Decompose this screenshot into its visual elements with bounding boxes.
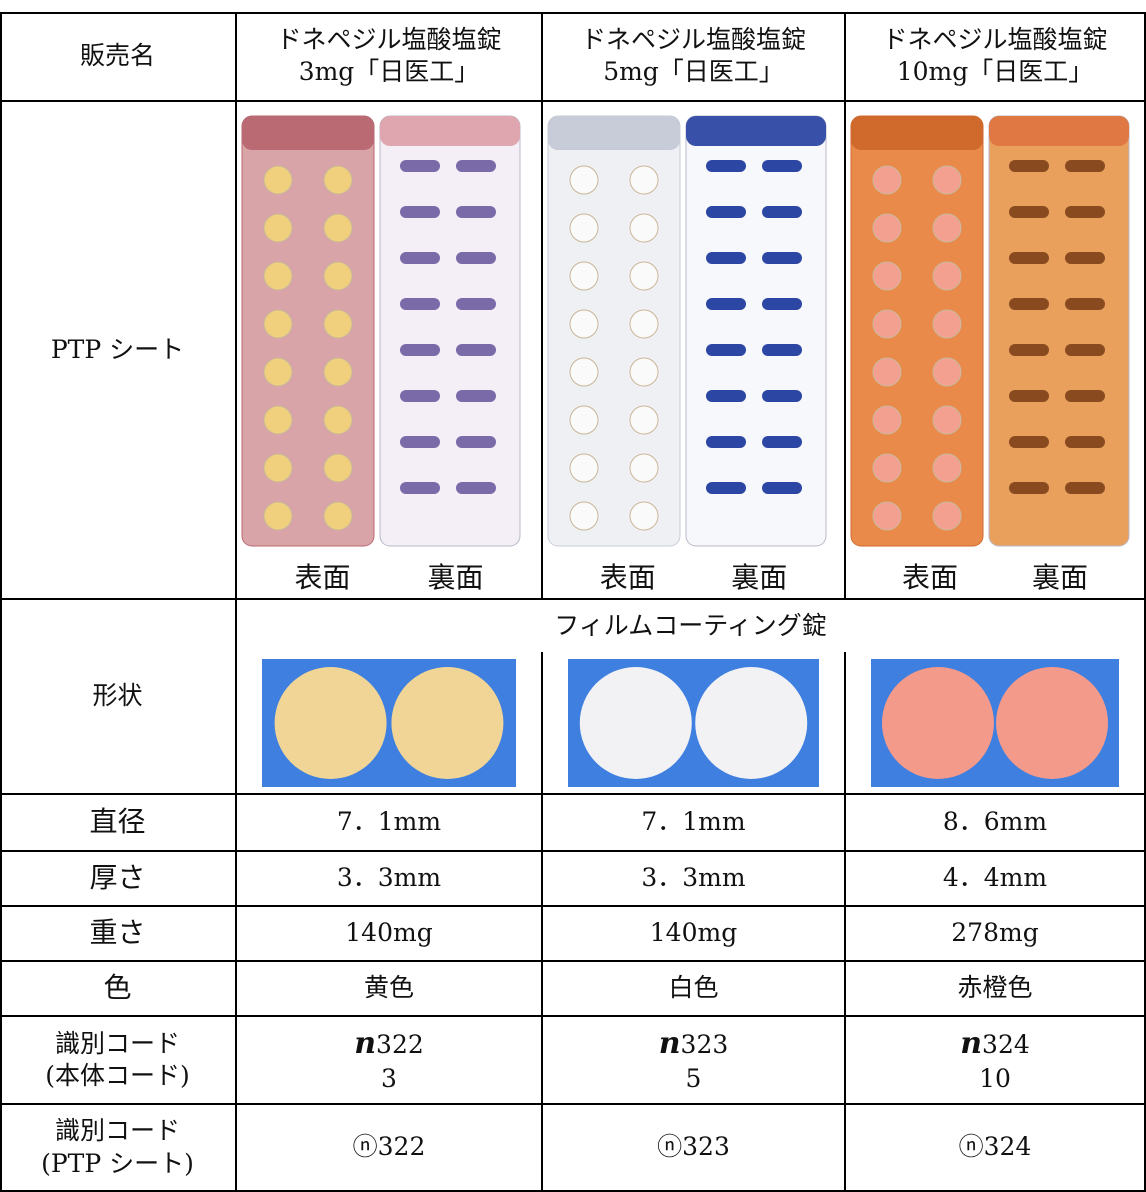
row-value-cell: 3．3mm [543, 852, 846, 907]
row-value-cell: 7．1mm [237, 795, 543, 852]
code-ptp-label: 識別コード [54, 1116, 180, 1145]
row-value: 白色 [668, 973, 719, 1003]
row-value: 赤橙色 [957, 973, 1033, 1003]
code-ptp-sublabel: (PTP シート) [41, 1148, 194, 1178]
row-value-cell: 白色 [543, 962, 846, 1017]
row-value: 3．3mm [336, 863, 442, 893]
row-value: 黄色 [363, 973, 414, 1003]
code-number: 323 [680, 1030, 729, 1060]
ptp-cell: 表面 裏面 [846, 102, 1146, 600]
code-body-sublabel: (本体コード) [45, 1061, 190, 1090]
row-value: 3．3mm [641, 863, 746, 893]
ptp-captions: 表面 裏面 [256, 560, 522, 596]
shape-label: 形状 [92, 681, 143, 711]
row-value: 4．4mm [942, 863, 1048, 893]
header-label: 販売名 [79, 40, 155, 70]
row-label: 厚さ [89, 861, 146, 895]
code-ptp-value: ⓝ322 [352, 1132, 426, 1162]
code-line: n 323 [659, 1024, 729, 1063]
code-ptp-value: ⓝ323 [657, 1132, 730, 1162]
ptp-image [850, 115, 1130, 547]
code-ptp-cell: ⓝ322 [237, 1105, 543, 1192]
tablet-photo [568, 658, 819, 787]
row-value: 7．1mm [641, 807, 746, 837]
code-body-number: 3 [381, 1064, 397, 1094]
ptp-label: PTP シート [50, 334, 185, 364]
code-number: 324 [982, 1030, 1030, 1060]
row-value-cell: 3．3mm [237, 852, 543, 907]
row-value: 278mg [951, 918, 1039, 948]
tablet-photo [871, 658, 1119, 787]
ptp-label-cell: PTP シート [0, 102, 237, 600]
ptp-caption-back: 裏面 [1031, 561, 1088, 594]
ptp-caption-front: 表面 [294, 561, 351, 594]
row-value-cell: 黄色 [237, 962, 543, 1017]
row-value: 140mg [345, 918, 433, 948]
row-label: 直径 [89, 805, 146, 839]
tablet-photo-cell [237, 652, 543, 795]
row-label-cell: 重さ [0, 907, 237, 962]
ptp-cell: 表面 裏面 [543, 102, 846, 600]
code-ptp-label-cell: 識別コード (PTP シート) [0, 1105, 237, 1192]
row-value-cell: 278mg [846, 907, 1146, 962]
product-name: ドネペジル塩酸塩錠 [580, 24, 806, 54]
product-name-cell: ドネペジル塩酸塩錠 3mg「日医工」 [237, 12, 543, 102]
row-value: 140mg [649, 918, 738, 948]
product-name: ドネペジル塩酸塩錠 [882, 24, 1108, 54]
tablet-photo [262, 658, 516, 787]
header-label-cell: 販売名 [0, 12, 237, 102]
code-body-number: 5 [685, 1064, 702, 1094]
row-value-cell: 8．6mm [846, 795, 1146, 852]
code-body-number: 10 [979, 1064, 1011, 1094]
row-label: 重さ [89, 916, 146, 950]
ptp-captions: 表面 裏面 [562, 560, 825, 596]
code-mark: n [960, 1026, 983, 1062]
code-body-label: 識別コード [54, 1028, 180, 1058]
product-name: ドネペジル塩酸塩錠 [276, 24, 502, 54]
shape-label-cell: 形状 [0, 600, 237, 795]
row-value-cell: 140mg [237, 907, 543, 962]
code-mark: n [658, 1026, 681, 1062]
code-line: n 324 [960, 1024, 1030, 1063]
shape-type-cell: フィルムコーティング錠 [237, 600, 1146, 652]
product-name-cell: ドネペジル塩酸塩錠 10mg「日医工」 [846, 12, 1146, 102]
row-value: 8．6mm [942, 807, 1048, 837]
ptp-image [547, 115, 827, 547]
shape-type: フィルムコーティング錠 [554, 610, 827, 640]
row-label-cell: 直径 [0, 795, 237, 852]
row-value-cell: 4．4mm [846, 852, 1146, 907]
tablet-photo-cell [846, 652, 1146, 795]
ptp-captions: 表面 裏面 [865, 560, 1125, 596]
row-value-cell: 140mg [543, 907, 846, 962]
code-body-cell: n 324 10 [846, 1017, 1146, 1105]
code-body-cell: n 323 5 [543, 1017, 846, 1105]
code-body-cell: n 322 3 [237, 1017, 543, 1105]
code-ptp-value: ⓝ324 [958, 1132, 1032, 1162]
ptp-caption-front: 表面 [599, 561, 656, 594]
code-ptp-cell: ⓝ324 [846, 1105, 1146, 1192]
product-name-cell: ドネペジル塩酸塩錠 5mg「日医工」 [543, 12, 846, 102]
code-body-label-cell: 識別コード (本体コード) [0, 1017, 237, 1105]
ptp-caption-back: 裏面 [731, 561, 788, 594]
row-label: 色 [103, 971, 132, 1005]
ptp-cell: 表面 裏面 [237, 102, 543, 600]
row-value: 7．1mm [336, 807, 442, 837]
row-label-cell: 厚さ [0, 852, 237, 907]
code-mark: n [354, 1026, 377, 1062]
product-strength: 5mg「日医工」 [603, 57, 784, 86]
row-value-cell: 7．1mm [543, 795, 846, 852]
code-ptp-cell: ⓝ323 [543, 1105, 846, 1192]
ptp-caption-back: 裏面 [427, 561, 484, 594]
product-strength: 3mg「日医工」 [298, 57, 480, 86]
row-value-cell: 赤橙色 [846, 962, 1146, 1017]
tablet-photo-cell [543, 652, 846, 795]
code-number: 322 [376, 1030, 424, 1060]
ptp-image [241, 115, 521, 547]
row-label-cell: 色 [0, 962, 237, 1017]
ptp-caption-front: 表面 [901, 561, 958, 594]
product-strength: 10mg「日医工」 [896, 57, 1094, 86]
code-line: n 322 [354, 1024, 424, 1063]
